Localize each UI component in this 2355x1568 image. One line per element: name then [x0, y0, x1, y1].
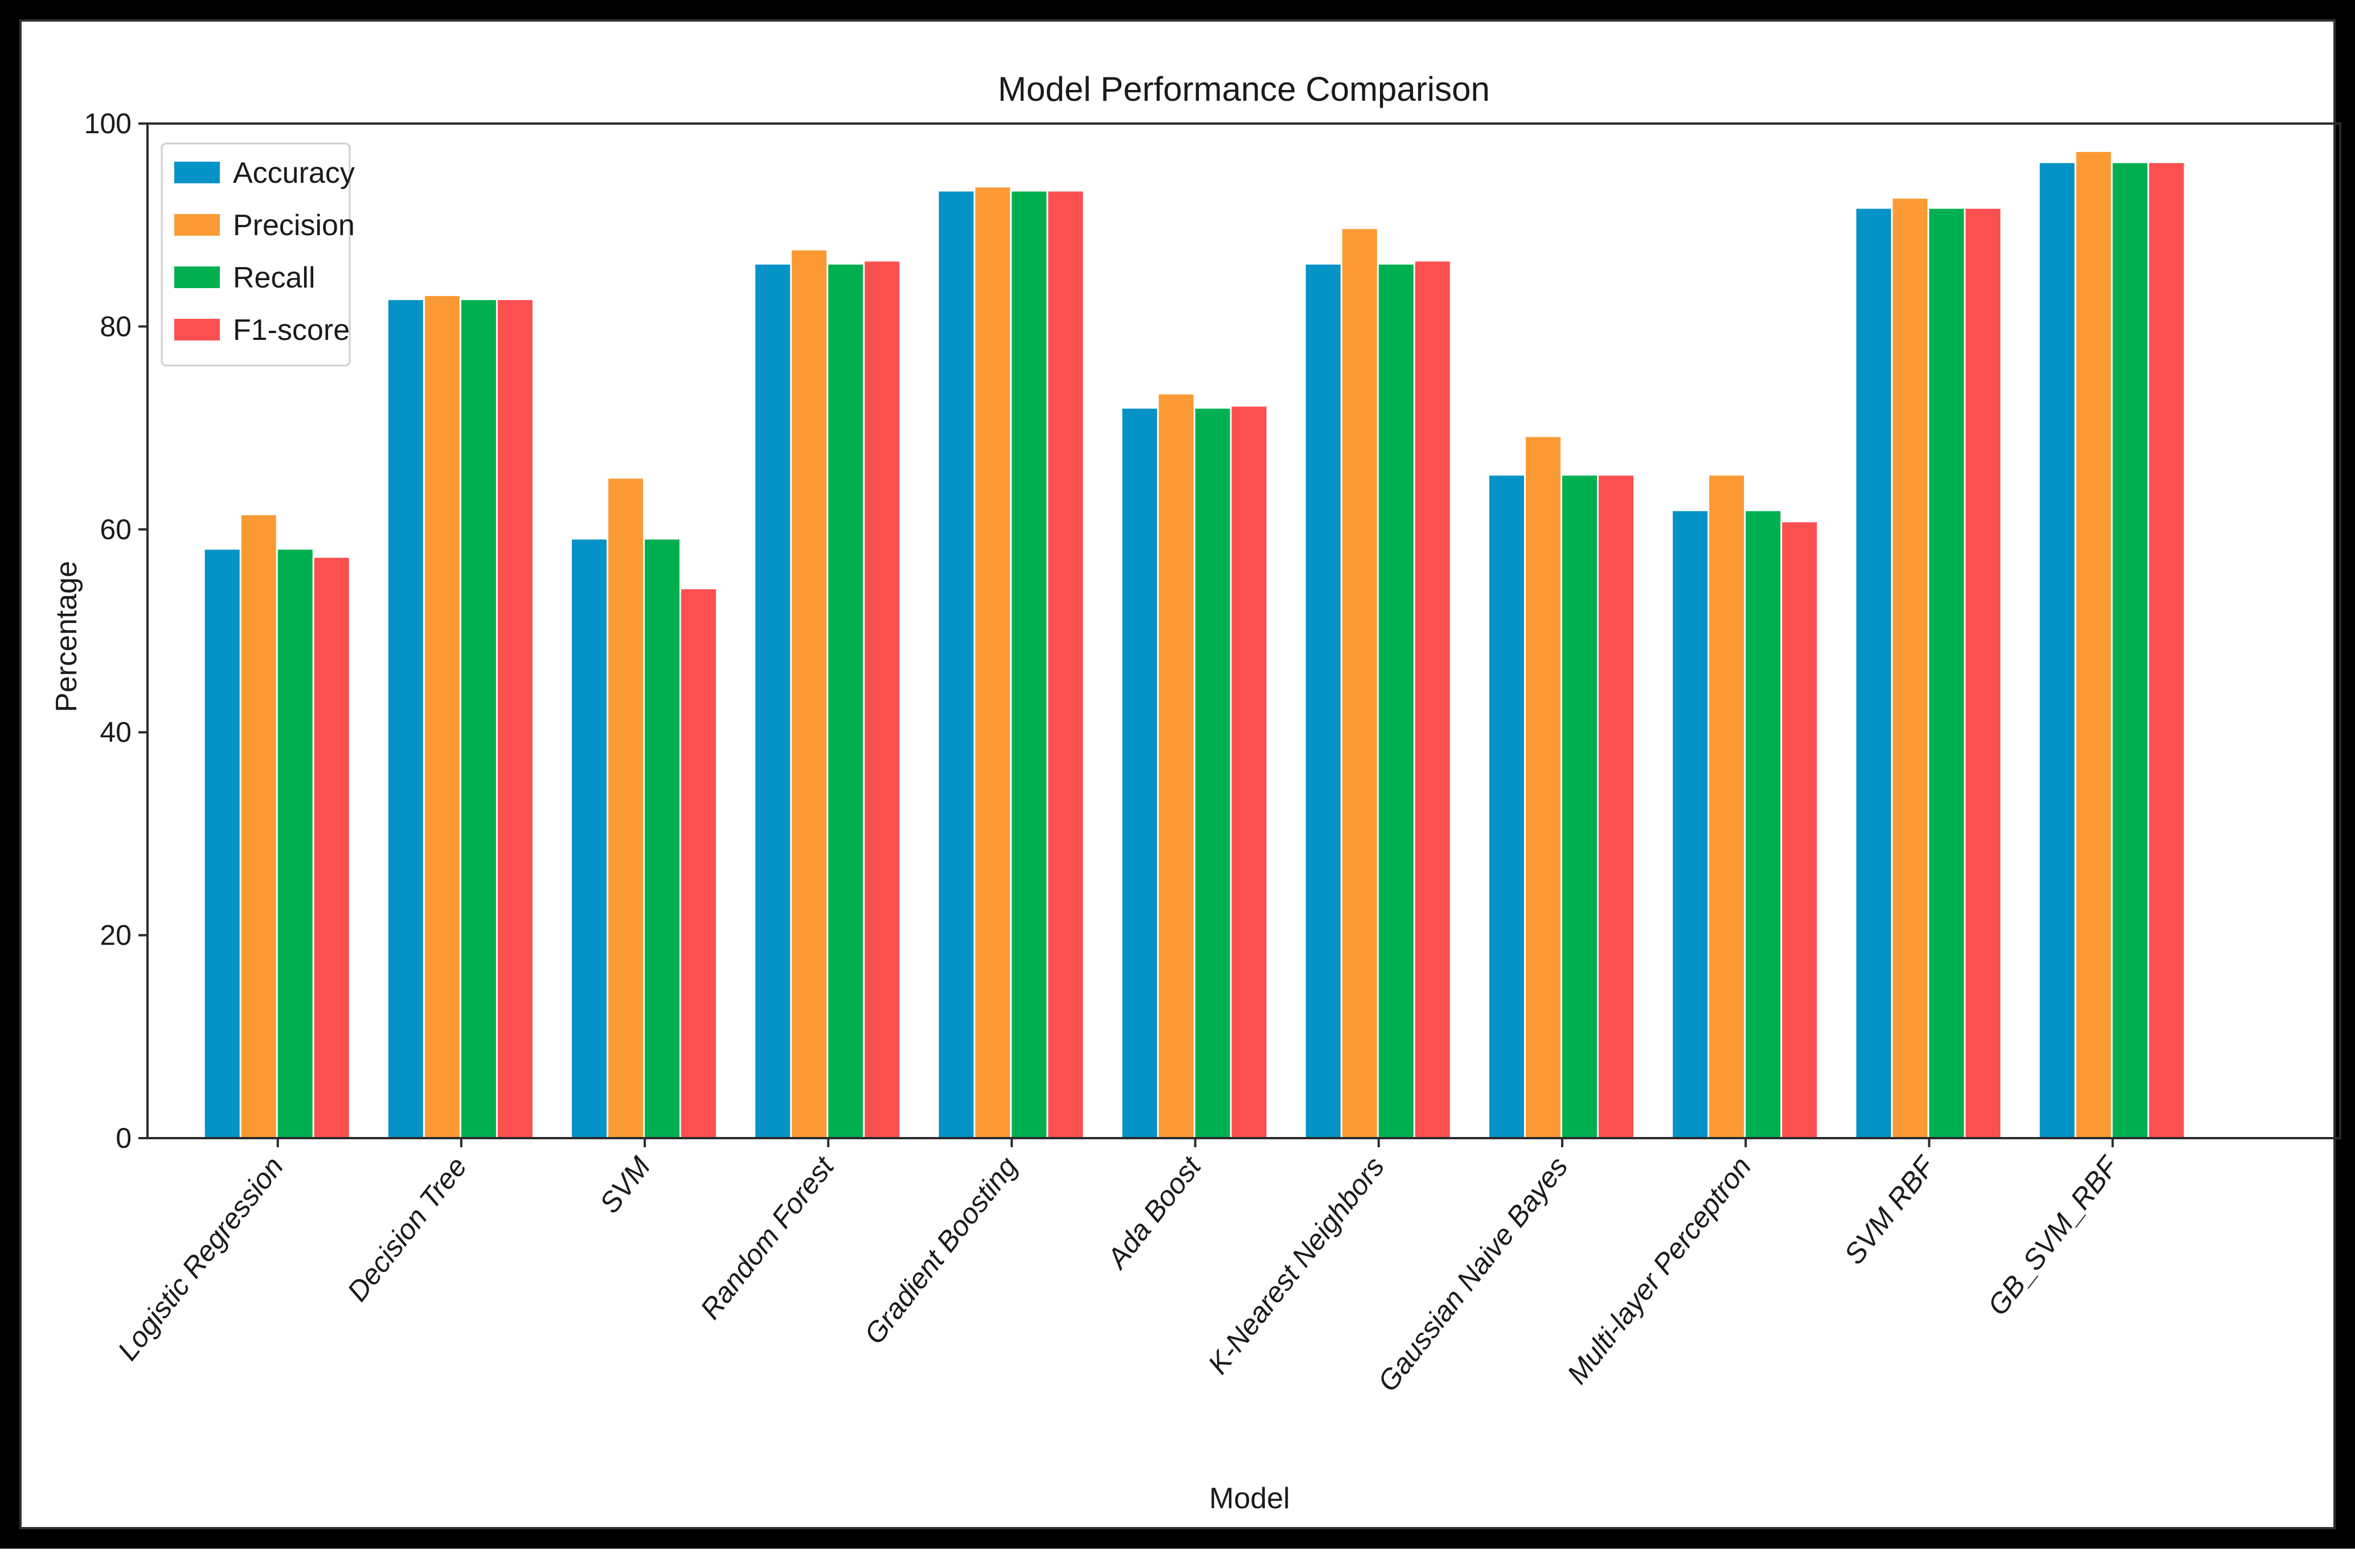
legend-label: F1-score	[233, 314, 350, 347]
legend-box	[161, 142, 351, 367]
bar-accuracy-7	[1305, 264, 1341, 1138]
bar-recall-10	[1929, 208, 1964, 1138]
bar-precision-5	[975, 187, 1010, 1138]
bar-recall-4	[828, 264, 863, 1138]
bar-recall-7	[1378, 264, 1414, 1138]
bar-recall-1	[277, 549, 313, 1139]
bar-f1-score-8	[1598, 475, 1633, 1138]
legend-label: Recall	[233, 261, 316, 294]
x-axis-title: Model	[1209, 1482, 1290, 1515]
bar-accuracy-9	[1673, 511, 1708, 1138]
legend-swatch-f1-score	[174, 319, 220, 340]
bar-f1-score-1	[314, 557, 349, 1138]
bar-precision-8	[1525, 437, 1561, 1139]
bar-accuracy-3	[572, 539, 607, 1138]
x-tick-label: Random Forest	[694, 1150, 841, 1325]
plot-area-border	[146, 122, 2341, 1139]
bar-accuracy-6	[1122, 408, 1157, 1139]
y-tick-label: 40	[100, 716, 132, 748]
x-tick-label: Logistic Regression	[112, 1151, 290, 1366]
bar-f1-score-9	[1782, 522, 1817, 1139]
y-tick-label: 0	[116, 1122, 132, 1154]
x-tick-label: Decision Tree	[341, 1151, 473, 1307]
legend-label: Accuracy	[233, 157, 355, 190]
bar-accuracy-4	[755, 264, 791, 1138]
bar-recall-3	[645, 539, 680, 1138]
bar-recall-8	[1562, 475, 1597, 1138]
y-axis-title: Percentage	[50, 561, 83, 712]
bar-accuracy-2	[388, 300, 423, 1138]
bar-accuracy-11	[2039, 163, 2075, 1138]
bar-f1-score-5	[1048, 191, 1083, 1138]
y-tick-label: 100	[84, 108, 132, 139]
bar-recall-2	[461, 300, 496, 1138]
x-tick-label: Gradient Boosting	[858, 1151, 1024, 1350]
legend-swatch-precision	[174, 214, 220, 236]
chart-title: Model Performance Comparison	[998, 70, 1490, 108]
x-tick-label: SVM RBF	[1838, 1150, 1942, 1270]
legend-swatch-accuracy	[174, 162, 220, 183]
y-tick-label: 60	[100, 514, 132, 545]
bar-recall-11	[2112, 163, 2148, 1138]
chart: 0 20 40 60 80 100 Logistic Regression Decision …	[50, 70, 2341, 1515]
x-tick-label: Gaussian Naive Bayes	[1371, 1151, 1574, 1397]
bar-precision-3	[608, 478, 644, 1139]
bar-recall-9	[1746, 511, 1781, 1138]
bar-precision-2	[424, 295, 460, 1139]
y-tick-label: 80	[100, 310, 132, 342]
bar-f1-score-7	[1415, 261, 1450, 1138]
x-tick-label: GB_SVM_RBF	[1981, 1150, 2125, 1321]
bar-f1-score-11	[2149, 163, 2184, 1138]
bar-accuracy-1	[204, 549, 240, 1139]
bar-f1-score-3	[681, 589, 716, 1138]
bar-recall-6	[1195, 408, 1230, 1139]
legend: Accuracy Precision Recall F1-score	[161, 142, 355, 367]
legend-label: Precision	[233, 209, 355, 242]
bar-precision-9	[1709, 475, 1744, 1138]
bar-f1-score-4	[865, 261, 900, 1138]
bar-precision-11	[2076, 151, 2111, 1138]
axes-layer	[146, 122, 2341, 1139]
bar-accuracy-8	[1489, 475, 1524, 1138]
bar-accuracy-5	[939, 191, 974, 1138]
x-tick-label: Ada Boost	[1100, 1150, 1207, 1275]
bar-precision-4	[792, 250, 827, 1138]
bar-f1-score-2	[497, 300, 533, 1138]
bar-precision-1	[241, 515, 276, 1138]
bar-f1-score-10	[1965, 208, 2001, 1138]
legend-swatch-recall	[174, 266, 220, 288]
bar-recall-5	[1011, 191, 1047, 1138]
bar-f1-score-6	[1231, 407, 1267, 1138]
x-tick-label: SVM	[593, 1151, 657, 1219]
bar-precision-10	[1893, 198, 1928, 1138]
bar-accuracy-10	[1856, 208, 1891, 1138]
bars-layer	[204, 151, 2184, 1139]
bar-precision-6	[1158, 394, 1194, 1139]
x-tick-label: K-Nearest Neighbors	[1202, 1151, 1391, 1380]
x-tick-label: Multi-layer Perceptron	[1561, 1151, 1758, 1390]
bar-precision-7	[1342, 229, 1377, 1138]
y-tick-label: 20	[100, 920, 132, 951]
